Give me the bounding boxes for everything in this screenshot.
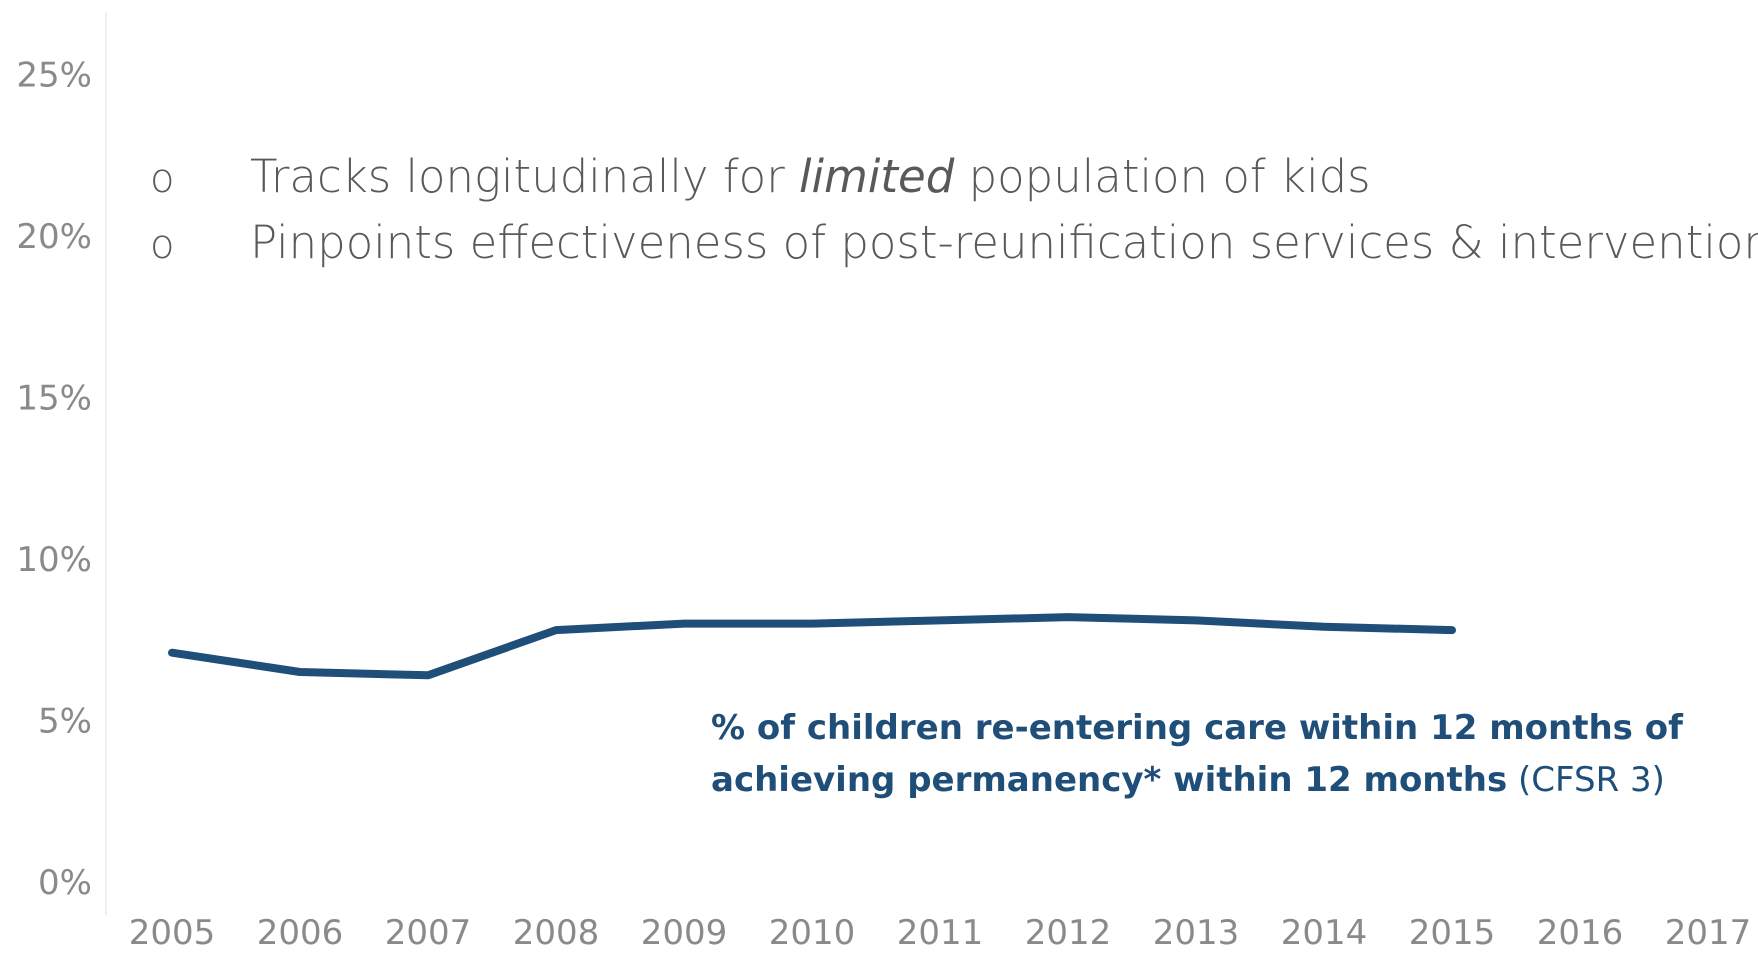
annotation-line-1: % of children re-entering care within 12…	[711, 708, 1683, 748]
bullet-item-1: o Tracks longitudinally for limited popu…	[150, 150, 1758, 216]
x-tick-label: 2011	[897, 913, 984, 953]
y-tick-label: 0%	[38, 863, 92, 903]
x-tick-label: 2007	[385, 913, 472, 953]
y-tick-label: 15%	[16, 379, 92, 419]
x-tick-label: 2015	[1409, 913, 1496, 953]
x-tick-label: 2016	[1537, 913, 1624, 953]
series-line	[168, 613, 1456, 680]
y-tick-label: 25%	[16, 56, 92, 96]
y-axis-ticks: 0% 5% 10% 15% 20% 25%	[16, 56, 92, 904]
x-tick-label: 2013	[1153, 913, 1240, 953]
x-tick-label: 2010	[769, 913, 856, 953]
bullet-marker: o	[150, 156, 175, 202]
bullet-emphasis: limited	[799, 150, 955, 203]
bullet-list: o Tracks longitudinally for limited popu…	[150, 150, 1758, 282]
x-tick-label: 2014	[1281, 913, 1368, 953]
x-axis-ticks: 2005 2006 2007 2008 2009 2010 2011 2012 2013 2014…	[129, 913, 1752, 953]
x-tick-label: 2005	[129, 913, 216, 953]
bullet-text: Pinpoints effectiveness of post-reunific…	[250, 216, 1758, 269]
y-tick-label: 20%	[16, 217, 92, 257]
bullet-item-2: o Pinpoints effectiveness of post-reunif…	[150, 216, 1758, 282]
x-tick-label: 2017	[1665, 913, 1752, 953]
x-tick-label: 2009	[641, 913, 728, 953]
y-tick-label: 10%	[16, 540, 92, 580]
series-annotation: % of children re-entering care within 12…	[711, 702, 1683, 806]
y-tick-label: 5%	[38, 702, 92, 742]
annotation-line-2: achieving permanency* within 12 months (…	[711, 760, 1665, 800]
x-tick-label: 2006	[257, 913, 344, 953]
bullet-marker: o	[150, 222, 175, 268]
bullet-text: Tracks longitudinally for limited popula…	[250, 150, 1371, 203]
x-tick-label: 2012	[1025, 913, 1112, 953]
x-tick-label: 2008	[513, 913, 600, 953]
series-layer	[168, 613, 1456, 680]
